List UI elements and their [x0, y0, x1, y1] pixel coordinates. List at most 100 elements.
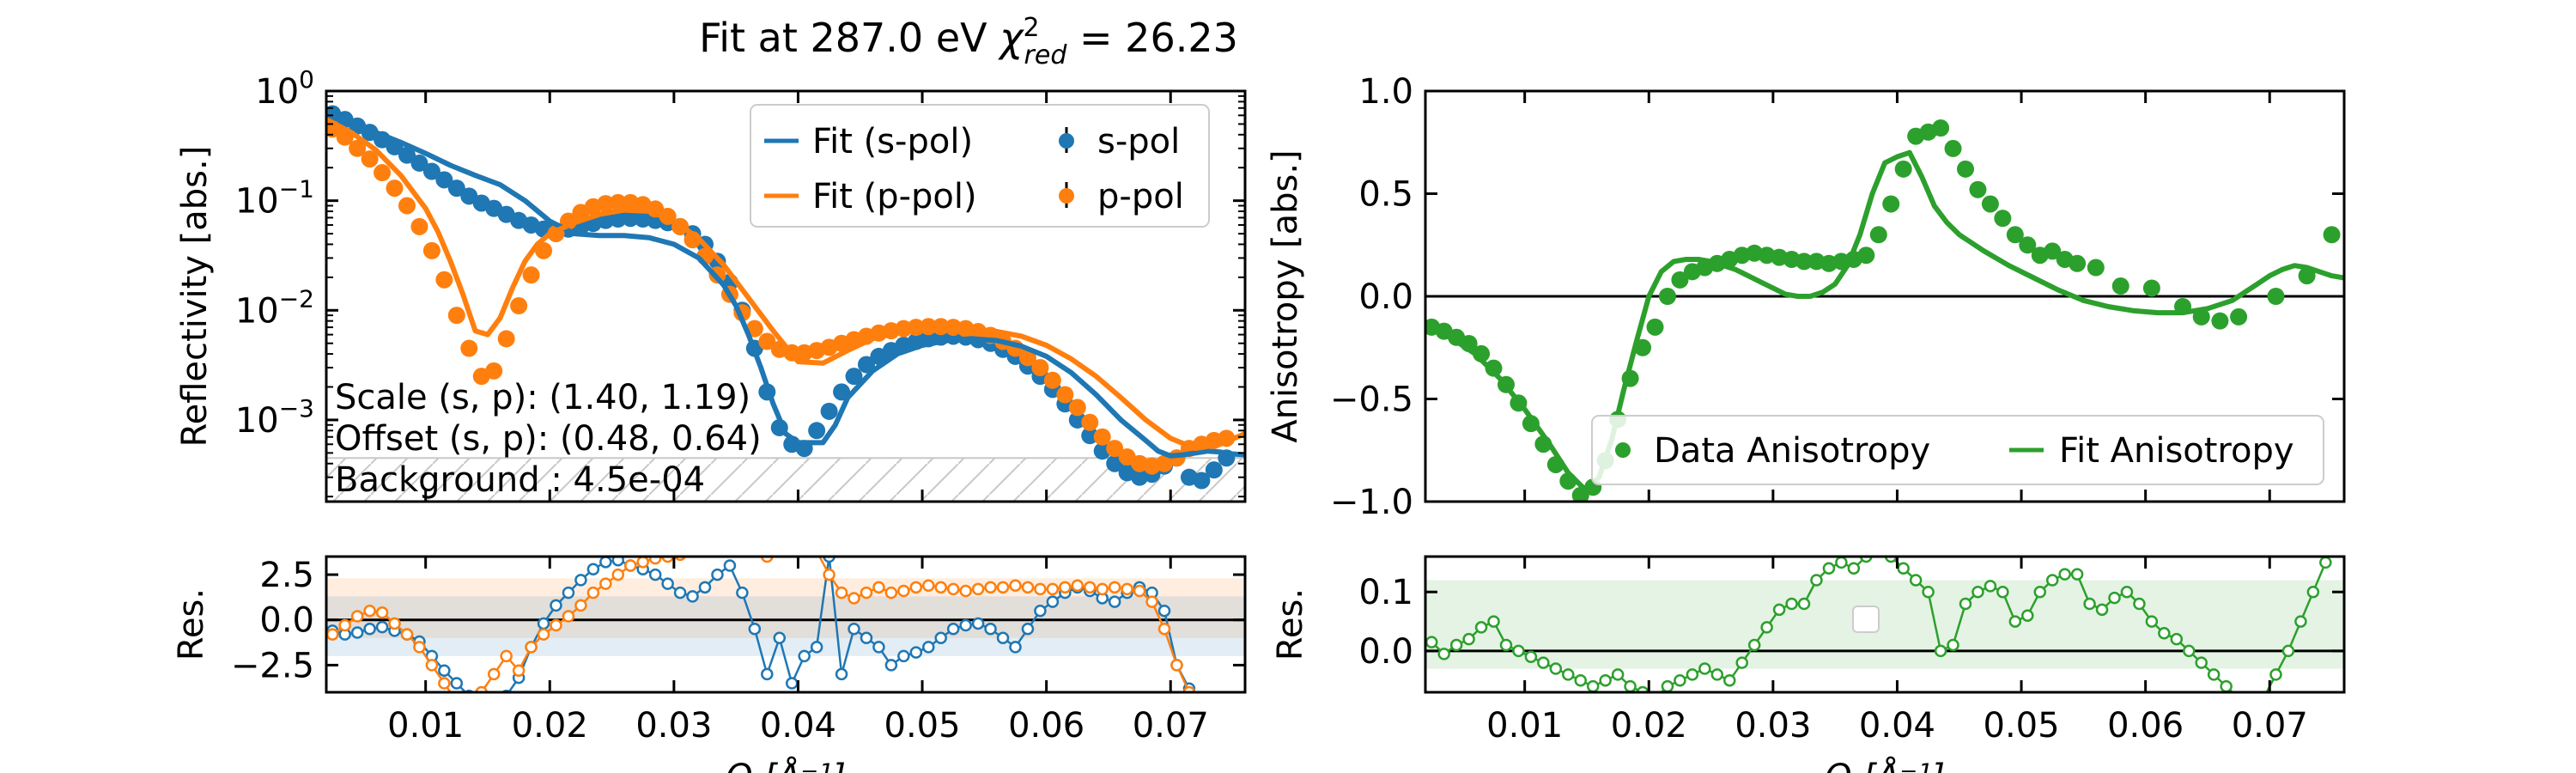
y-tick-label: −2.5 — [231, 646, 314, 685]
residual-left-s-pol-marker — [884, 659, 898, 672]
anisotropy-data-anisotropy-point — [2323, 226, 2341, 244]
reflectivity-p-pol-point — [485, 362, 503, 380]
background-hatch — [326, 458, 1245, 502]
residual-left-p-pol-marker — [848, 592, 860, 605]
y-tick-exp: 0 — [299, 65, 314, 94]
legend-fit-p: Fit (p-pol) — [812, 177, 977, 216]
residual-left-p-pol-marker — [1071, 579, 1084, 592]
residual-left-p-pol-marker — [984, 581, 997, 594]
anisotropy-data-anisotropy-point — [2006, 226, 2024, 244]
residual-left-s-pol-marker — [586, 563, 600, 575]
y-tick-label: 1.0 — [1358, 72, 1413, 112]
residual-left-s-pol-marker — [489, 705, 499, 715]
reflectivity-s-pol-point — [1205, 461, 1223, 479]
residual-right-data-anisotropy-marker — [1437, 648, 1450, 660]
residual-left-s-pol-marker — [860, 631, 873, 645]
figure-title: Fit at 287.0 eV χ2 red = 26.23 — [699, 13, 1238, 70]
residual-left-s-pol-marker — [897, 649, 910, 663]
x-tick-label: 0.07 — [2232, 706, 2308, 746]
residual-left-p-pol-marker — [799, 545, 810, 555]
residual-left-s-pol-marker — [761, 667, 774, 681]
residual-right-data-anisotropy-marker — [2236, 691, 2241, 692]
residual-right-data-anisotropy-marker — [2045, 574, 2059, 587]
residual-right-data-anisotropy-marker — [2207, 668, 2221, 681]
reflectivity-p-pol-point — [758, 332, 776, 350]
residual-left-p-pol-marker — [1084, 581, 1097, 594]
residual-left-p-pol-marker — [1021, 581, 1035, 594]
residual-right-data-anisotropy-marker — [1735, 656, 1748, 669]
x-tick-label: 0.07 — [1133, 706, 1209, 746]
residual-left-p-pol-marker — [959, 584, 972, 598]
residual-right-data-anisotropy-marker — [2158, 627, 2171, 640]
residual-left-p-pol-marker — [375, 606, 389, 619]
reflectivity-p-pol-point — [422, 241, 440, 259]
reflectivity-s-pol-point — [820, 402, 838, 420]
residual-left-p-pol-marker — [971, 582, 985, 596]
residual-left-p-pol-marker — [1059, 581, 1072, 594]
residual-right-data-anisotropy-marker — [1971, 585, 1984, 599]
residual-right-data-anisotropy-marker — [1835, 557, 1848, 569]
residual-left-p-pol-marker — [1046, 582, 1060, 596]
y-tick-base: 10 — [235, 401, 279, 441]
residual-left-s-pol-marker — [723, 559, 737, 572]
residual-right-data-anisotropy-marker — [1611, 668, 1625, 681]
anisotropy-data-anisotropy-point — [1658, 288, 1676, 305]
residual-right-data-anisotropy-marker — [1686, 668, 1699, 681]
x-tick-label: 0.04 — [1859, 706, 1935, 746]
reflectivity-p-pol-point — [447, 307, 465, 325]
residual-left-s-pol-marker — [984, 623, 997, 636]
residual-left-p-pol-marker — [811, 546, 822, 557]
x-tick-label: 0.03 — [635, 706, 712, 746]
reflectivity-s-pol-point — [398, 146, 416, 164]
residual-right-data-anisotropy-marker — [2095, 603, 2109, 617]
residual-right-data-anisotropy-marker — [1537, 656, 1550, 669]
anisotropy-panel: 1.0 0.5 0.0 −0.5 −1.0 Anisotropy [abs.] — [1266, 72, 2346, 522]
residual-left-s-pol-marker — [909, 646, 923, 659]
residual-right-data-anisotropy-marker — [1747, 638, 1761, 652]
residual-left-p-pol-marker — [823, 568, 835, 581]
annotation-background: Background : 4.5e-04 — [335, 460, 705, 500]
y-tick-label: 10−2 — [235, 284, 314, 331]
residual-left-p-pol-marker — [350, 610, 364, 623]
residual-right-data-anisotropy-marker — [1449, 638, 1463, 652]
residual-left-s-pol-marker — [562, 586, 575, 600]
residual-left-p-pol-marker — [648, 557, 662, 565]
residual-right-data-anisotropy-marker — [2183, 644, 2196, 658]
residual-right-data-anisotropy-marker — [1822, 562, 1836, 575]
reflectivity-p-pol-point — [1043, 371, 1061, 389]
anisotropy-data-anisotropy-point — [2211, 312, 2229, 330]
residual-right-plot-area — [1425, 557, 2344, 692]
residual-left-p-pol-marker — [775, 546, 785, 557]
residual-left-p-pol-marker — [562, 610, 575, 623]
residual-empty-legend — [1852, 606, 1880, 633]
residual-left-s-pol-marker — [698, 581, 712, 594]
residual-right-data-anisotropy-marker — [1425, 636, 1438, 648]
residual-right-data-anisotropy-marker — [2195, 656, 2208, 669]
reflectivity-p-pol-point — [497, 330, 515, 348]
residual-right-data-anisotropy-marker — [2133, 597, 2146, 611]
anisotropy-data-anisotropy-point — [1671, 271, 1689, 289]
residual-left-s-pol-marker — [574, 574, 587, 587]
y-tick-label: 0.0 — [1358, 632, 1413, 672]
residual-left-s-pol-marker — [959, 618, 972, 632]
residual-left-p-pol-marker — [1034, 582, 1047, 596]
x-tick-label: 0.01 — [1486, 706, 1563, 746]
residual-right-data-anisotropy-marker — [1984, 580, 1997, 593]
anisotropy-data-anisotropy-point — [1882, 195, 1900, 213]
residual-right-data-anisotropy-marker — [1624, 679, 1637, 692]
residual-left-s-pol-marker — [477, 702, 487, 712]
annotation-offset: Offset (s, p): (0.48, 0.64) — [335, 419, 762, 459]
title-main: Fit at 287.0 eV — [699, 15, 999, 61]
y-tick-base: 10 — [235, 291, 279, 331]
reflectivity-s-pol-point — [808, 422, 826, 440]
legend-data-anisotropy: Data Anisotropy — [1654, 431, 1930, 471]
residual-left-s-pol-marker — [773, 631, 787, 645]
residual-left-s-pol-marker — [599, 557, 612, 569]
residual-left-p-pol-marker — [400, 628, 414, 641]
anisotropy-data-anisotropy-point — [1994, 210, 2012, 228]
reflectivity-p-pol-point — [460, 339, 478, 357]
residual-left-s-pol-marker — [1108, 595, 1121, 608]
residual-left-s-pol-marker — [922, 641, 935, 654]
residual-left-p-pol-marker — [934, 581, 947, 594]
reflectivity-p-pol-point — [1068, 399, 1086, 417]
